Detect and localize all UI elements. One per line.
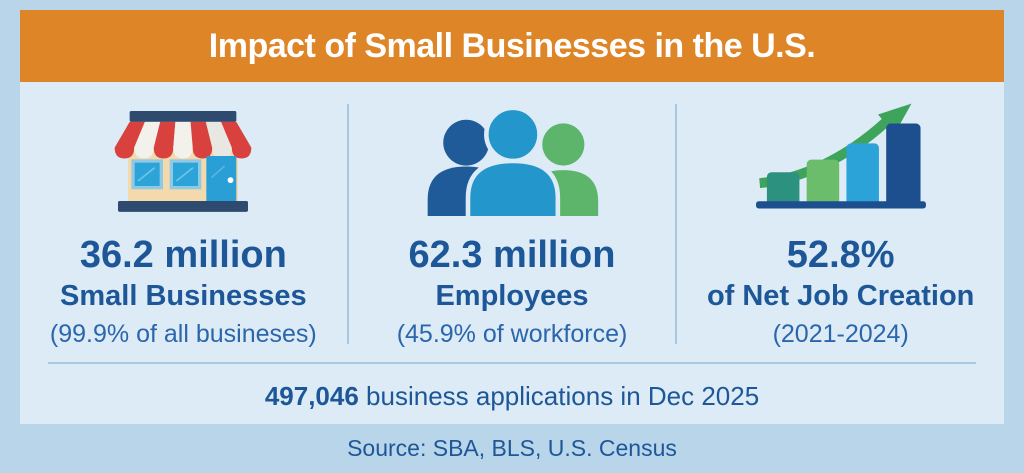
header-banner: Impact of Small Businesses in the U.S.: [20, 10, 1004, 82]
source-text: Source: SBA, BLS, U.S. Census: [347, 435, 677, 461]
storefront-icon-wrap: [108, 102, 258, 220]
stat-value: 36.2 million: [79, 234, 287, 276]
employees-icon: [427, 106, 599, 216]
stat-value: 52.8%: [786, 234, 895, 276]
stat-note: (45.9% of workforce): [396, 319, 628, 348]
applications-stat: 497,046 business applications in Dec 202…: [20, 381, 1004, 412]
stat-value: 62.3 million: [408, 234, 616, 276]
applications-value: 497,046: [264, 381, 359, 411]
stat-card-job-creation: 52.8% of Net Job Creation (2021-2024): [677, 82, 1004, 356]
person-center: [465, 106, 561, 216]
storefront-window-left: [131, 159, 164, 190]
employees-icon-wrap: [407, 102, 617, 220]
page-title: Impact of Small Businesses in the U.S.: [208, 26, 816, 65]
applications-text: business applications in Dec 2025: [358, 381, 760, 411]
panel-body: 36.2 million Small Businesses (99.9% of …: [20, 82, 1004, 424]
storefront-base: [118, 201, 249, 212]
growth-bars: [766, 123, 921, 207]
column-divider: [675, 104, 678, 344]
stat-card-small-businesses: 36.2 million Small Businesses (99.9% of …: [20, 82, 347, 356]
chart-baseline: [755, 201, 926, 209]
column-divider: [346, 104, 349, 344]
growth-chart-icon: [755, 103, 926, 209]
stat-columns: 36.2 million Small Businesses (99.9% of …: [20, 82, 1004, 356]
infographic-panel: Impact of Small Businesses in the U.S.: [20, 10, 1004, 424]
growth-chart-icon-wrap: [746, 102, 936, 220]
storefront-door: [206, 156, 237, 203]
stat-label: Employees: [435, 279, 589, 312]
stat-label: Small Businesses: [60, 279, 307, 312]
section-divider: [48, 362, 976, 364]
storefront-awning: [114, 121, 252, 159]
stat-note: (99.9% of all busineses): [49, 319, 317, 348]
stat-card-employees: 62.3 million Employees (45.9% of workfor…: [349, 82, 676, 356]
storefront-window-right: [169, 159, 202, 190]
storefront-icon: [114, 111, 252, 212]
stat-label: of Net Job Creation: [706, 279, 975, 312]
storefront-roof-bar: [129, 111, 237, 122]
stat-note: (2021-2024): [772, 319, 909, 348]
